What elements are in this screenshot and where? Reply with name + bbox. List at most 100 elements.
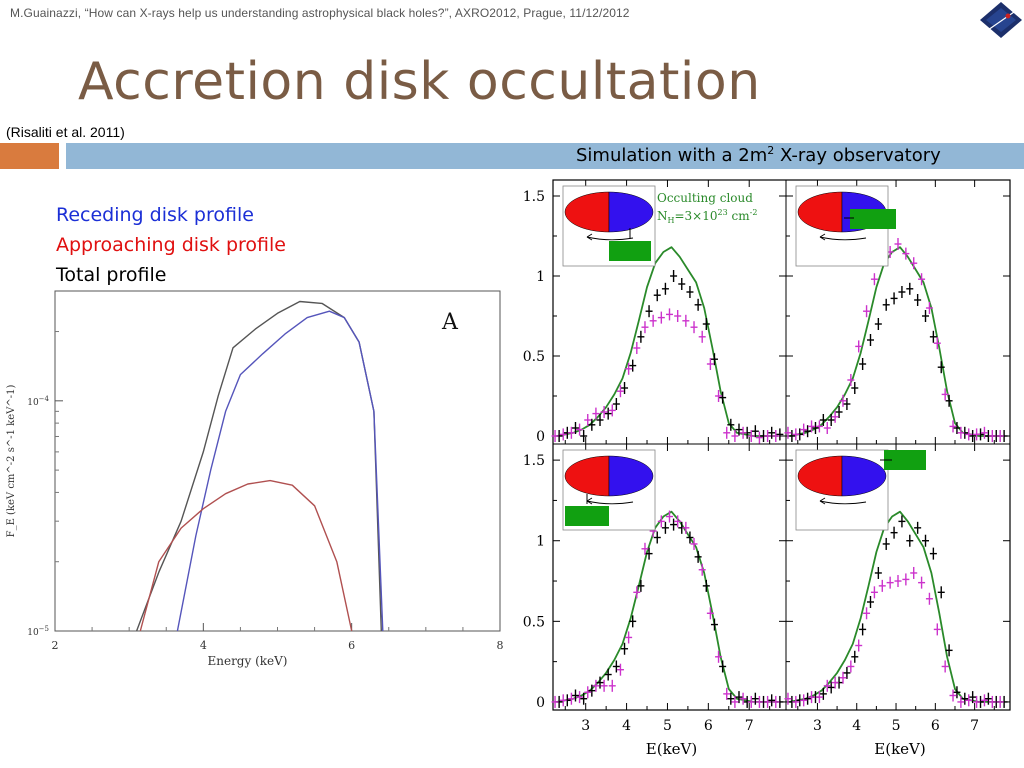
total-data-point — [811, 422, 819, 434]
occulted-data-point — [870, 586, 878, 599]
total-data-point — [661, 282, 669, 295]
occulted-data-point — [633, 586, 641, 599]
total-data-point — [588, 684, 596, 697]
panel-top-right — [784, 180, 1010, 444]
y-tick-label: 0 — [536, 695, 545, 711]
occulted-data-point — [723, 687, 731, 700]
total-data-point — [804, 692, 812, 705]
occulted-data-point — [657, 311, 665, 324]
total-data-point — [735, 423, 743, 436]
total-data-point — [621, 642, 629, 655]
occulted-data-point — [855, 639, 863, 652]
x-tick-label: 5 — [892, 718, 901, 734]
simulation-caption: Simulation with a 2m2 X-ray observatory — [576, 144, 941, 166]
total-data-point — [670, 518, 678, 531]
rotation-arrow-head — [819, 497, 826, 505]
total-data-point — [735, 691, 743, 704]
citation-header: M.Guainazzi, “How can X-rays help us und… — [10, 6, 630, 20]
total-data-point — [890, 526, 898, 539]
total-data-point — [922, 310, 930, 322]
total-data-point — [827, 681, 835, 694]
occulted-data-point — [641, 321, 649, 334]
occulted-data-point — [847, 660, 855, 673]
x-axis-label: E(keV) — [646, 740, 697, 758]
legend-receding: Receding disk profile — [56, 204, 254, 226]
occulted-data-point — [823, 679, 831, 692]
occulting-cloud — [850, 209, 896, 229]
occulted-data-point — [772, 695, 780, 708]
occulted-data-point — [878, 579, 886, 592]
total-data-point — [859, 623, 867, 636]
total-data-point — [851, 382, 859, 394]
total-data-point — [969, 430, 977, 442]
legend-total: Total profile — [56, 264, 167, 286]
line-profile-chart: 2 4 6 8 10−5 10−4 Energy (keV) F_E (keV cm^-2 s… — [6, 290, 504, 668]
occulted-data-point — [608, 404, 616, 417]
left-x-tick-label: 6 — [348, 639, 355, 652]
total-data-point — [727, 692, 735, 705]
occulted-data-point — [772, 430, 780, 442]
left-x-tick-label: 8 — [497, 639, 504, 652]
occulted-data-point — [698, 330, 706, 343]
total-data-point — [727, 418, 735, 431]
simulation-grid-chart: 0 0.5 1 1.5 Occulting cloud NH=3×1023 cm-2 3 4 5… — [523, 179, 1011, 758]
occulted-data-point — [682, 314, 690, 327]
rotation-arrow-head — [586, 497, 593, 505]
total-data-point — [702, 318, 710, 330]
occulted-data-point — [973, 428, 981, 441]
occulted-data-point — [792, 695, 800, 708]
left-plot-frame — [54, 290, 501, 632]
total-data-point — [984, 692, 992, 705]
occulted-data-point — [815, 420, 823, 433]
occulted-data-point — [996, 430, 1004, 442]
disk-receding-half — [841, 455, 887, 497]
rotation-arrow — [819, 236, 867, 241]
total-data-point — [588, 418, 596, 431]
total-data-point — [661, 521, 669, 534]
total-data-point — [612, 398, 620, 410]
left-x-axis-label: Energy (keV) — [207, 654, 287, 668]
occulted-data-point — [567, 692, 575, 705]
slide-title: Accretion disk occultation — [78, 52, 761, 112]
total-data-point — [768, 426, 776, 439]
left-curve-receding-disk-profile — [176, 310, 384, 632]
occulted-data-point — [764, 430, 772, 442]
occulted-data-point — [980, 694, 988, 707]
total-data-point — [678, 278, 686, 290]
occulted-data-point — [863, 607, 871, 620]
right-plot-frame — [552, 179, 1011, 711]
total-data-point — [571, 689, 579, 702]
total-data-point — [969, 691, 977, 704]
left-curve-approaching-disk-profile — [139, 479, 353, 632]
total-data-point — [670, 270, 678, 282]
total-data-point — [874, 566, 882, 579]
occulted-data-point — [980, 426, 988, 439]
occulted-data-point — [831, 410, 839, 423]
total-data-point — [596, 414, 604, 426]
occulted-data-point — [910, 257, 918, 270]
occulted-data-point — [649, 314, 657, 327]
total-data-point — [710, 618, 718, 631]
total-data-point — [596, 676, 604, 689]
total-data-point — [629, 615, 637, 628]
occulted-data-point — [800, 694, 808, 707]
occulted-data-point — [957, 426, 965, 439]
occulted-data-point — [988, 695, 996, 708]
occulted-data-point — [641, 542, 649, 555]
y-tick-label: 0 — [536, 429, 545, 445]
occulted-data-point — [949, 689, 957, 702]
x-tick-label: 4 — [852, 718, 861, 734]
occulted-data-point — [870, 273, 878, 286]
occulted-data-point — [633, 342, 641, 354]
total-data-point — [890, 292, 898, 305]
disk-receding-half — [608, 191, 654, 233]
left-y-axis-label: F_E (keV cm^-2 s^-1 keV^-1) — [6, 385, 17, 538]
total-data-point — [788, 430, 796, 442]
total-data-point — [843, 398, 851, 410]
occulted-data-point — [657, 515, 665, 528]
occulted-data-point — [747, 695, 755, 708]
total-data-point — [694, 298, 702, 311]
left-panel-label: A — [441, 310, 459, 335]
occulted-data-point — [592, 679, 600, 692]
occulted-data-point — [551, 430, 559, 442]
